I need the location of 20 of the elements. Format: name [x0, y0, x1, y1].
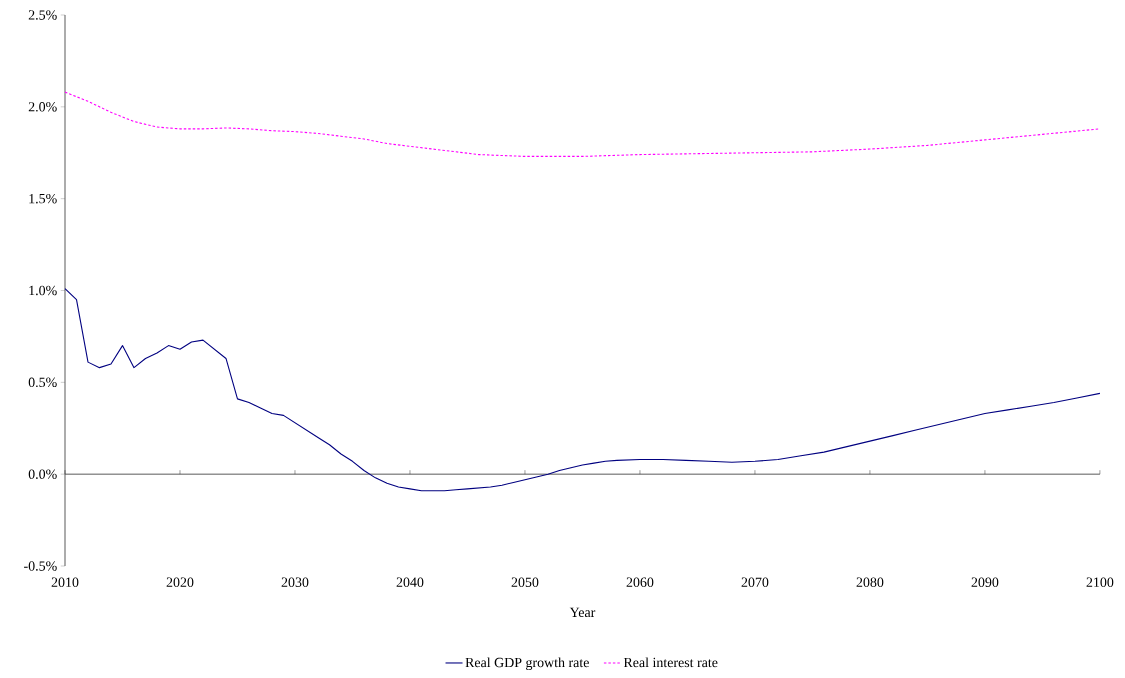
y-tick-label: 0.5% — [28, 377, 57, 388]
x-tick-label: 2040 — [396, 577, 424, 587]
y-tick-label: 1.5% — [29, 193, 57, 204]
x-tick-label: 2020 — [166, 577, 194, 587]
x-tick-label: 2080 — [856, 577, 884, 587]
legend-label: Real interest rate — [623, 657, 718, 668]
y-tick-label: 2.5% — [28, 10, 57, 20]
legend-label: Real GDP growth rate — [465, 657, 589, 671]
x-tick-label: 2050 — [511, 577, 539, 587]
y-tick-label: 2.0% — [28, 102, 57, 112]
x-tick-label: 2070 — [741, 577, 769, 587]
x-axis-title: Year — [569, 607, 596, 618]
y-tick-label: -0.5% — [24, 561, 57, 571]
x-tick-label: 2090 — [971, 577, 999, 587]
x-tick-label: 2100 — [1086, 577, 1114, 587]
x-tick-label: 2030 — [281, 577, 309, 587]
x-tick-label: 2010 — [51, 577, 79, 587]
x-tick-label: 2060 — [626, 577, 654, 587]
y-tick-label: 1.0% — [29, 285, 57, 296]
y-tick-label: 0.0% — [28, 469, 57, 479]
